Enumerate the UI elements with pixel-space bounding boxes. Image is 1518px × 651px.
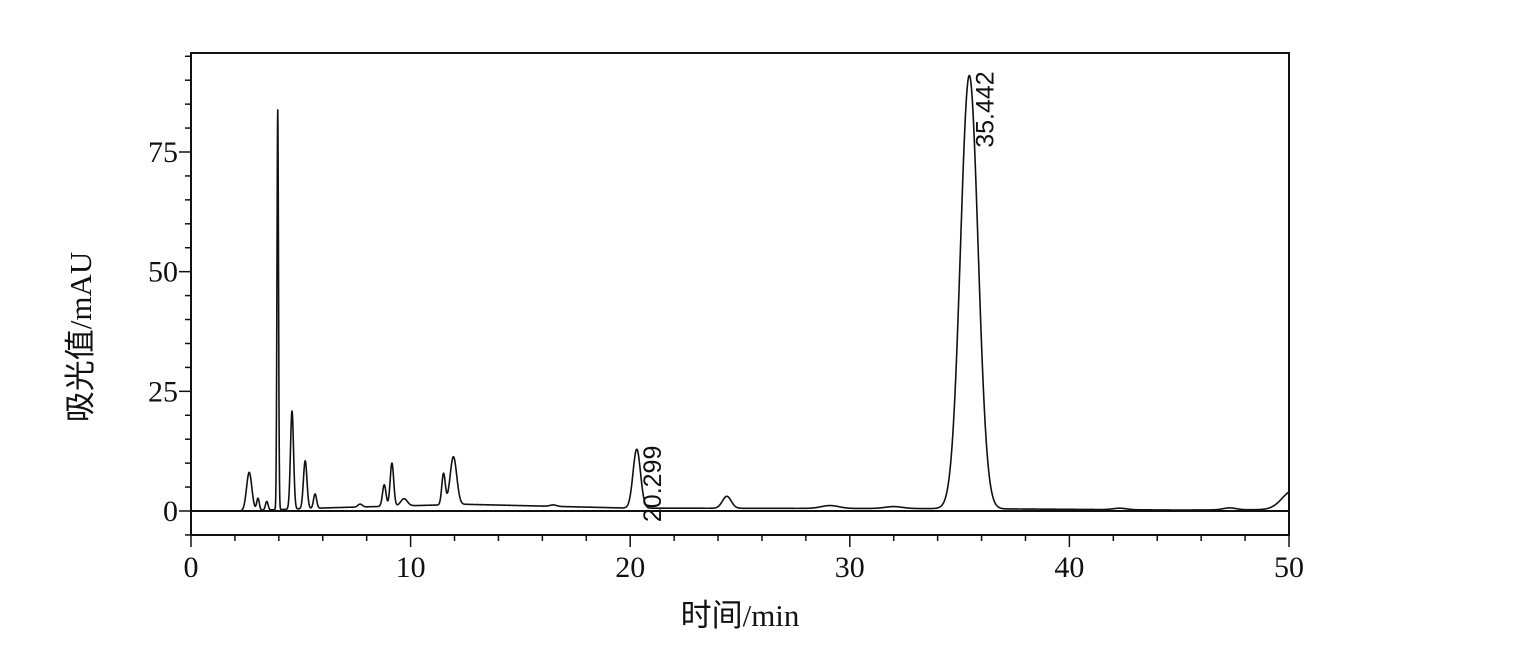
peak-retention-label: 20.299 <box>639 446 667 522</box>
y-axis-title: 吸光值/mAU <box>63 252 98 423</box>
chromatogram-trace <box>190 74 1290 512</box>
peak-retention-label: 35.442 <box>971 71 999 147</box>
x-axis-title: 时间/min <box>681 598 800 633</box>
y-tick-label: 0 <box>163 495 178 528</box>
x-tick-label: 50 <box>1274 551 1304 584</box>
x-tick-label: 30 <box>835 551 865 584</box>
peak-labels: 20.299 35.442 <box>639 71 1000 522</box>
x-tick-label: 20 <box>615 551 645 584</box>
y-tick-label: 25 <box>148 375 178 408</box>
x-tick-label: 10 <box>396 551 426 584</box>
x-tick-label: 40 <box>1054 551 1084 584</box>
plot-frame <box>190 52 1290 536</box>
y-axis: 0 25 50 75 <box>148 55 191 536</box>
x-axis: 0 10 20 30 40 50 <box>184 535 1304 584</box>
y-tick-label: 50 <box>148 256 178 289</box>
x-tick-label: 0 <box>184 551 199 584</box>
y-tick-label: 75 <box>148 136 178 169</box>
